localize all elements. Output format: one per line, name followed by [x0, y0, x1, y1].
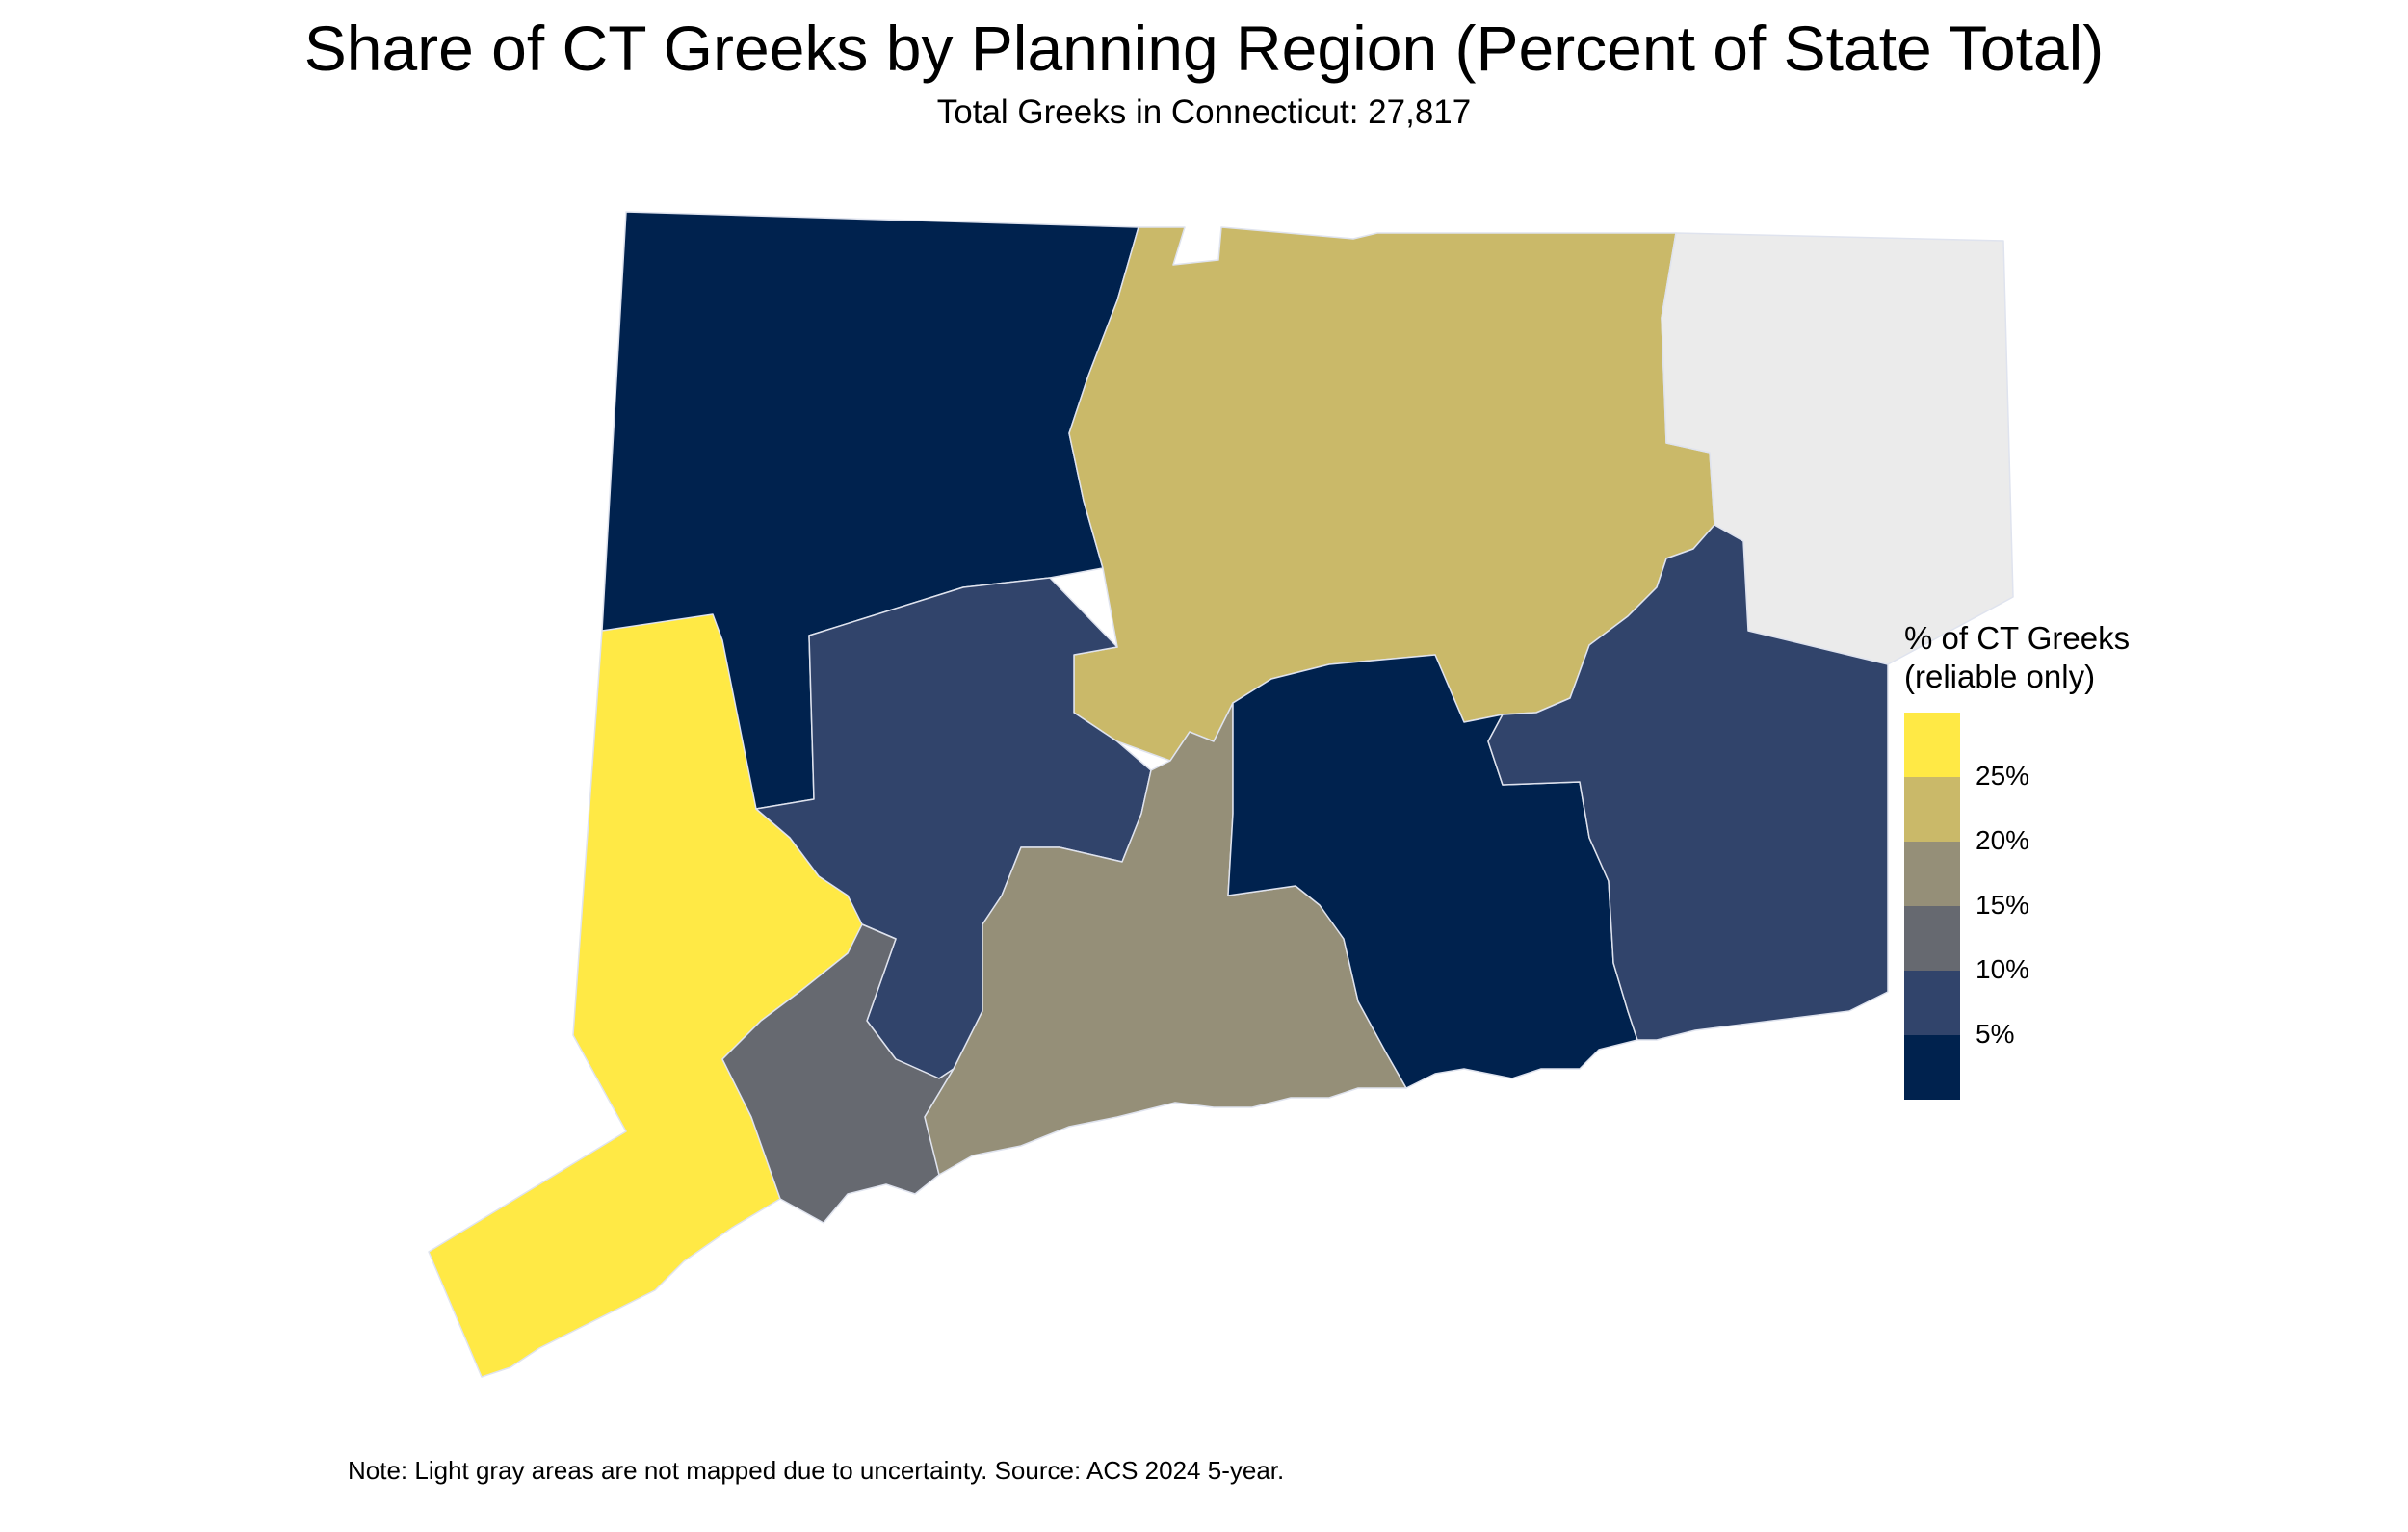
region-southeastern [1487, 524, 1889, 1041]
legend-swatch-1 [1904, 713, 1960, 777]
legend-label-5: 5% [1976, 1019, 2015, 1049]
legend-swatch-4 [1904, 906, 1960, 971]
legend-label-15: 15% [1976, 890, 2030, 920]
legend-swatch-5 [1904, 971, 1960, 1035]
legend-swatch-6 [1904, 1035, 1960, 1100]
source-note: Note: Light gray areas are not mapped du… [348, 1456, 1285, 1485]
region-greater-bridgeport [721, 923, 955, 1224]
map-title: Share of CT Greeks by Planning Region (P… [303, 13, 2105, 84]
legend-title: % of CT Greeks (reliable only) [1904, 620, 2131, 694]
legend-swatch-3 [1904, 842, 1960, 906]
legend-color-bar [1904, 713, 1960, 1100]
legend-label-20: 20% [1976, 825, 2030, 855]
region-lower-ct-river [1227, 654, 1638, 1089]
legend-swatch-2 [1904, 777, 1960, 842]
map-subtitle: Total Greeks in Connecticut: 27,817 [936, 93, 1472, 131]
legend-label-25: 25% [1976, 761, 2030, 791]
legend-label-10: 10% [1976, 954, 2030, 984]
